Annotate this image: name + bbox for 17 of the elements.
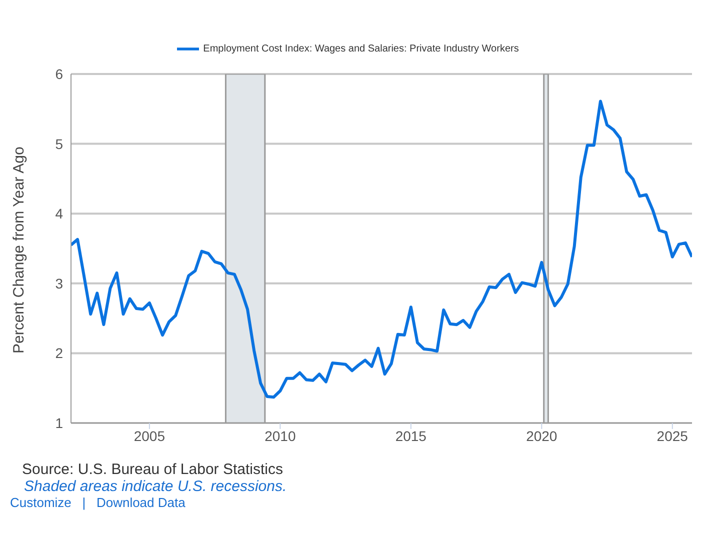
y-tick-label: 2 xyxy=(55,345,64,362)
line-series xyxy=(71,100,692,399)
y-tick-label: 6 xyxy=(55,66,64,82)
x-tick-label: 2015 xyxy=(395,428,427,444)
x-tick-label: 2005 xyxy=(134,428,166,444)
legend-label: Employment Cost Index: Wages and Salaries: Private Industry Workers xyxy=(203,44,519,55)
y-tick-label: 5 xyxy=(55,136,64,152)
x-tick-label: 2025 xyxy=(656,428,688,444)
x-tick-label: 2020 xyxy=(526,428,558,444)
source-note: Source: U.S. Bureau of Labor Statistics xyxy=(22,461,284,478)
x-tick-label: 2010 xyxy=(264,428,296,444)
y-axis-title: Percent Change from Year Ago xyxy=(10,146,28,354)
y-tick-label: 3 xyxy=(55,275,64,292)
y-tick-label: 4 xyxy=(55,206,64,222)
text: Shaded areas indicate U.S. recessions. xyxy=(24,478,288,495)
text: Customize | Download Data xyxy=(10,495,186,510)
y-tick-label: 1 xyxy=(55,414,64,431)
